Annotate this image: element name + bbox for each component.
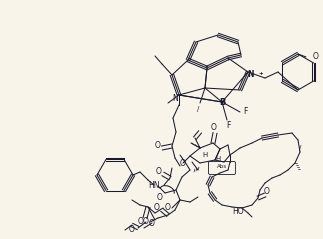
Text: O: O	[129, 226, 135, 234]
Text: O: O	[155, 141, 161, 151]
Text: N: N	[248, 70, 254, 78]
Text: O: O	[154, 202, 160, 212]
Text: O: O	[165, 203, 171, 212]
Text: HN: HN	[148, 180, 160, 190]
Text: O: O	[149, 218, 155, 228]
Text: O: O	[211, 124, 217, 132]
Text: CH₃: CH₃	[322, 51, 323, 56]
Text: B: B	[219, 98, 225, 107]
Text: N: N	[172, 93, 178, 103]
Text: O: O	[156, 168, 162, 176]
Text: F: F	[243, 107, 247, 115]
Text: F: F	[226, 120, 230, 130]
Text: O: O	[180, 158, 186, 168]
Text: HO: HO	[232, 207, 244, 217]
Text: /: /	[197, 106, 199, 112]
Text: O: O	[143, 217, 149, 226]
Text: Abs: Abs	[217, 163, 227, 168]
Text: O: O	[313, 51, 319, 60]
Text: /: /	[299, 145, 301, 151]
Text: O: O	[264, 188, 270, 196]
Text: O: O	[138, 217, 144, 227]
Text: H: H	[215, 156, 221, 162]
Text: +: +	[258, 71, 263, 76]
Text: O: O	[157, 194, 163, 202]
Text: H: H	[203, 152, 208, 158]
